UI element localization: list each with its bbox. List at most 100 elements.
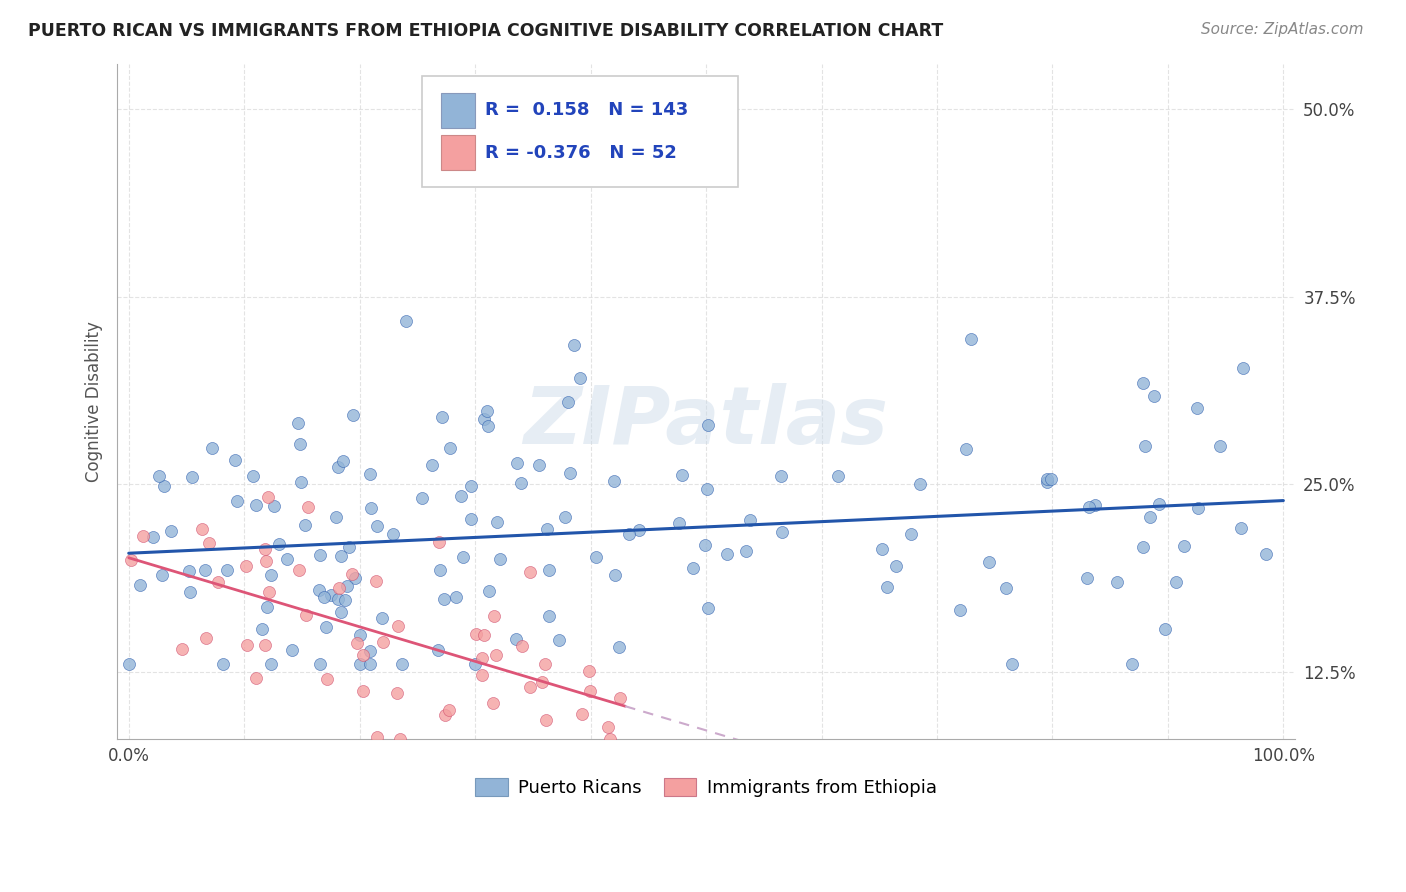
- Point: [534, 714, 557, 728]
- Point: [224, 453, 246, 467]
- Point: [276, 552, 298, 566]
- Point: [569, 371, 592, 385]
- Text: R = -0.376   N = 52: R = -0.376 N = 52: [485, 144, 676, 161]
- Point: [471, 668, 494, 682]
- Point: [870, 542, 893, 557]
- Point: [259, 585, 281, 599]
- Point: [1143, 389, 1166, 403]
- Point: [344, 572, 367, 586]
- Point: [260, 567, 283, 582]
- Point: [886, 558, 908, 573]
- Point: [382, 527, 405, 541]
- Point: [371, 611, 394, 625]
- Point: [256, 599, 278, 614]
- Point: [250, 623, 273, 637]
- Point: [1107, 574, 1129, 589]
- Point: [1187, 401, 1209, 416]
- Point: [395, 314, 418, 328]
- Point: [387, 619, 409, 633]
- Point: [297, 500, 319, 514]
- Point: [585, 549, 607, 564]
- Point: [1084, 498, 1107, 512]
- Point: [596, 720, 619, 734]
- Point: [1132, 540, 1154, 554]
- Point: [287, 563, 309, 577]
- Point: [260, 657, 283, 671]
- Point: [478, 584, 501, 599]
- Point: [254, 638, 277, 652]
- Point: [330, 605, 353, 619]
- Point: [429, 535, 451, 549]
- Point: [212, 657, 235, 672]
- Point: [734, 544, 756, 558]
- Point: [120, 552, 142, 566]
- Point: [477, 418, 499, 433]
- Point: [329, 549, 352, 563]
- Point: [607, 640, 630, 654]
- Point: [554, 509, 576, 524]
- Point: [900, 527, 922, 541]
- Point: [194, 563, 217, 577]
- Point: [1230, 521, 1253, 535]
- Point: [1139, 510, 1161, 524]
- Point: [359, 467, 381, 481]
- Y-axis label: Cognitive Disability: Cognitive Disability: [86, 321, 103, 482]
- Point: [325, 509, 347, 524]
- Point: [150, 567, 173, 582]
- Point: [693, 538, 716, 552]
- Point: [340, 567, 363, 582]
- Point: [254, 554, 277, 568]
- Point: [411, 491, 433, 505]
- Point: [1001, 657, 1024, 672]
- Point: [352, 684, 374, 698]
- Point: [207, 575, 229, 590]
- Point: [617, 527, 640, 541]
- Point: [1149, 497, 1171, 511]
- Point: [132, 529, 155, 543]
- Point: [349, 628, 371, 642]
- Point: [955, 442, 977, 457]
- Point: [245, 498, 267, 512]
- Point: [696, 601, 718, 615]
- Point: [716, 547, 738, 561]
- Point: [254, 541, 277, 556]
- Text: Source: ZipAtlas.com: Source: ZipAtlas.com: [1201, 22, 1364, 37]
- Point: [326, 460, 349, 475]
- Point: [557, 394, 579, 409]
- Point: [696, 482, 718, 496]
- Point: [349, 657, 371, 672]
- Point: [599, 732, 621, 747]
- Point: [506, 456, 529, 470]
- Point: [460, 479, 482, 493]
- Point: [475, 404, 498, 418]
- Point: [373, 635, 395, 649]
- Point: [290, 475, 312, 490]
- Point: [309, 548, 332, 562]
- Point: [288, 437, 311, 451]
- Point: [181, 470, 204, 484]
- Point: [332, 454, 354, 468]
- Point: [432, 409, 454, 424]
- Point: [627, 523, 650, 537]
- Point: [333, 593, 356, 607]
- Point: [326, 591, 349, 606]
- Point: [668, 516, 690, 530]
- Point: [364, 574, 387, 588]
- Point: [485, 515, 508, 529]
- Point: [235, 558, 257, 573]
- Point: [1256, 547, 1278, 561]
- Point: [827, 469, 849, 483]
- Point: [519, 680, 541, 694]
- Point: [558, 467, 581, 481]
- Text: PUERTO RICAN VS IMMIGRANTS FROM ETHIOPIA COGNITIVE DISABILITY CORRELATION CHART: PUERTO RICAN VS IMMIGRANTS FROM ETHIOPIA…: [28, 22, 943, 40]
- Point: [336, 579, 359, 593]
- Point: [236, 638, 259, 652]
- Point: [472, 412, 495, 426]
- Point: [433, 592, 456, 607]
- Point: [770, 525, 793, 540]
- Point: [337, 541, 360, 555]
- Point: [172, 641, 194, 656]
- Point: [308, 582, 330, 597]
- Point: [876, 580, 898, 594]
- Point: [360, 501, 382, 516]
